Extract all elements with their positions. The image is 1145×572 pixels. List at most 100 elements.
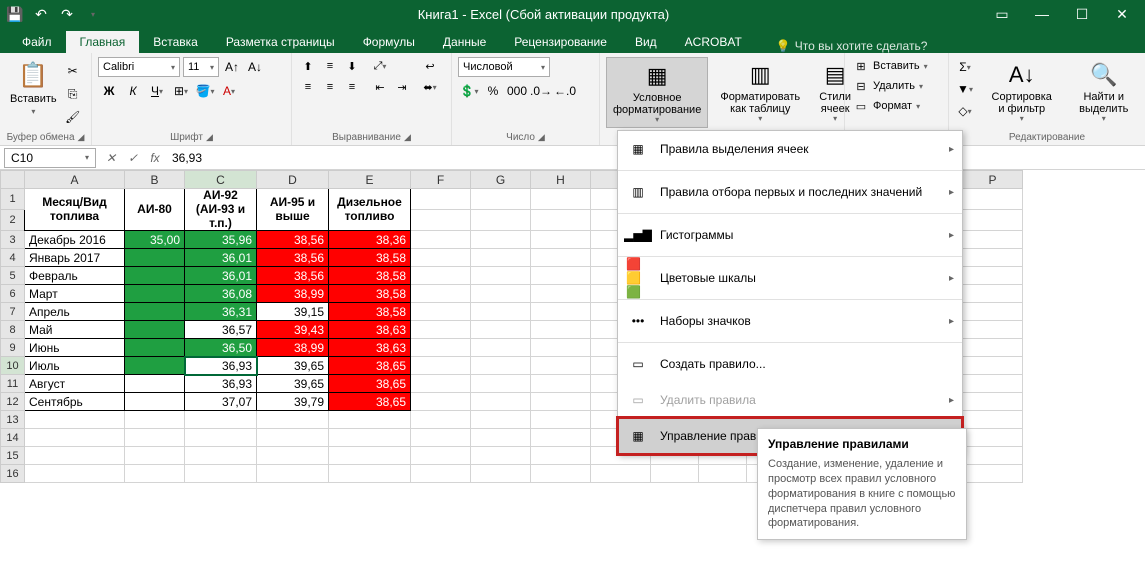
- cell[interactable]: [963, 321, 1023, 339]
- delete-cells-button[interactable]: ⊟Удалить▾: [851, 77, 942, 95]
- cell[interactable]: [125, 447, 185, 465]
- cell[interactable]: [329, 447, 411, 465]
- cell[interactable]: [963, 357, 1023, 375]
- cell[interactable]: [963, 411, 1023, 429]
- close-icon[interactable]: ✕: [1103, 1, 1141, 27]
- underline-button[interactable]: Ч▾: [146, 81, 168, 101]
- cell[interactable]: [531, 429, 591, 447]
- cell[interactable]: [125, 249, 185, 267]
- cell[interactable]: [329, 429, 411, 447]
- bold-button[interactable]: Ж: [98, 81, 120, 101]
- cf-clear-rules[interactable]: ▭ Удалить правила ▸: [618, 382, 962, 418]
- clear-icon[interactable]: ◇▾: [955, 101, 975, 121]
- row-header[interactable]: 10: [1, 357, 25, 375]
- cf-new-rule[interactable]: ▭ Создать правило...: [618, 346, 962, 382]
- cell[interactable]: [699, 465, 747, 483]
- insert-cells-button[interactable]: ⊞Вставить▾: [851, 57, 942, 75]
- cell[interactable]: [185, 429, 257, 447]
- worksheet-grid[interactable]: ABCDEFGHIJKLMNOP1Месяц/Вид топливаАИ-80А…: [0, 170, 1145, 483]
- cell[interactable]: [531, 339, 591, 357]
- cell[interactable]: [411, 375, 471, 393]
- cell[interactable]: [531, 189, 591, 210]
- cell[interactable]: [411, 210, 471, 231]
- cell[interactable]: 38,56: [257, 267, 329, 285]
- fx-icon[interactable]: fx: [144, 151, 166, 165]
- cell[interactable]: Февраль: [25, 267, 125, 285]
- decrease-font-icon[interactable]: A↓: [245, 57, 265, 77]
- cell[interactable]: 36,93: [185, 357, 257, 375]
- cell[interactable]: [125, 393, 185, 411]
- cell[interactable]: [963, 465, 1023, 483]
- cell[interactable]: [125, 321, 185, 339]
- accept-formula-icon[interactable]: ✓: [122, 151, 144, 165]
- tab-pagelayout[interactable]: Разметка страницы: [212, 31, 349, 53]
- clipboard-launcher-icon[interactable]: ◢: [78, 132, 85, 143]
- cancel-formula-icon[interactable]: ✕: [100, 151, 122, 165]
- cell[interactable]: 37,07: [185, 393, 257, 411]
- sort-filter-button[interactable]: A↓ Сортировка и фильтр▾: [981, 57, 1062, 126]
- cell[interactable]: [411, 285, 471, 303]
- cell[interactable]: 39,15: [257, 303, 329, 321]
- row-header[interactable]: 14: [1, 429, 25, 447]
- cell[interactable]: 36,01: [185, 249, 257, 267]
- cell[interactable]: [411, 267, 471, 285]
- tab-insert[interactable]: Вставка: [139, 31, 212, 53]
- save-icon[interactable]: 💾: [4, 3, 26, 25]
- cell[interactable]: 38,56: [257, 231, 329, 249]
- column-header[interactable]: A: [25, 171, 125, 189]
- cell[interactable]: [591, 465, 651, 483]
- cell[interactable]: [411, 447, 471, 465]
- maximize-icon[interactable]: ☐: [1063, 1, 1101, 27]
- column-header[interactable]: F: [411, 171, 471, 189]
- undo-icon[interactable]: ↶: [30, 3, 52, 25]
- cell[interactable]: [125, 465, 185, 483]
- cell[interactable]: [257, 447, 329, 465]
- cell[interactable]: 38,36: [329, 231, 411, 249]
- cell[interactable]: [125, 411, 185, 429]
- row-header[interactable]: 15: [1, 447, 25, 465]
- orientation-icon[interactable]: ⤢▾: [370, 57, 390, 75]
- cell[interactable]: 36,31: [185, 303, 257, 321]
- font-launcher-icon[interactable]: ◢: [206, 132, 213, 143]
- cell[interactable]: [411, 393, 471, 411]
- increase-font-icon[interactable]: A↑: [222, 57, 242, 77]
- cell[interactable]: 39,65: [257, 357, 329, 375]
- cf-color-scales[interactable]: 🟥🟨🟩 Цветовые шкалы ▸: [618, 260, 962, 296]
- cell[interactable]: Месяц/Вид топлива: [25, 189, 125, 231]
- cell[interactable]: 38,63: [329, 339, 411, 357]
- cell[interactable]: 35,00: [125, 231, 185, 249]
- cell[interactable]: [125, 357, 185, 375]
- cell[interactable]: [257, 411, 329, 429]
- cell[interactable]: [471, 447, 531, 465]
- align-bottom-icon[interactable]: ⬇: [342, 57, 362, 75]
- cell[interactable]: [25, 447, 125, 465]
- cell[interactable]: [411, 411, 471, 429]
- cell[interactable]: [531, 357, 591, 375]
- cell[interactable]: Май: [25, 321, 125, 339]
- cf-icon-sets[interactable]: ••• Наборы значков ▸: [618, 303, 962, 339]
- conditional-formatting-button[interactable]: ▦ Условное форматирование▾: [606, 57, 708, 128]
- row-header[interactable]: 16: [1, 465, 25, 483]
- name-box[interactable]: C10▾: [4, 148, 96, 168]
- merge-icon[interactable]: ⬌▾: [420, 78, 440, 96]
- cell[interactable]: [963, 189, 1023, 210]
- format-cells-button[interactable]: ▭Формат▾: [851, 97, 942, 115]
- redo-icon[interactable]: ↷: [56, 3, 78, 25]
- tab-view[interactable]: Вид: [621, 31, 671, 53]
- row-header[interactable]: 12: [1, 393, 25, 411]
- cf-data-bars[interactable]: ▂▅▇ Гистограммы ▸: [618, 217, 962, 253]
- column-header[interactable]: G: [471, 171, 531, 189]
- cell[interactable]: [531, 267, 591, 285]
- cell[interactable]: [125, 429, 185, 447]
- row-header[interactable]: 1: [1, 189, 25, 210]
- cell[interactable]: [471, 465, 531, 483]
- column-header[interactable]: H: [531, 171, 591, 189]
- cell[interactable]: [125, 375, 185, 393]
- decrease-decimal-icon[interactable]: ←.0: [554, 81, 576, 101]
- tab-home[interactable]: Главная: [66, 31, 140, 53]
- cell[interactable]: 39,79: [257, 393, 329, 411]
- cell[interactable]: [471, 411, 531, 429]
- cell[interactable]: [471, 375, 531, 393]
- cell[interactable]: [125, 339, 185, 357]
- cell[interactable]: [531, 210, 591, 231]
